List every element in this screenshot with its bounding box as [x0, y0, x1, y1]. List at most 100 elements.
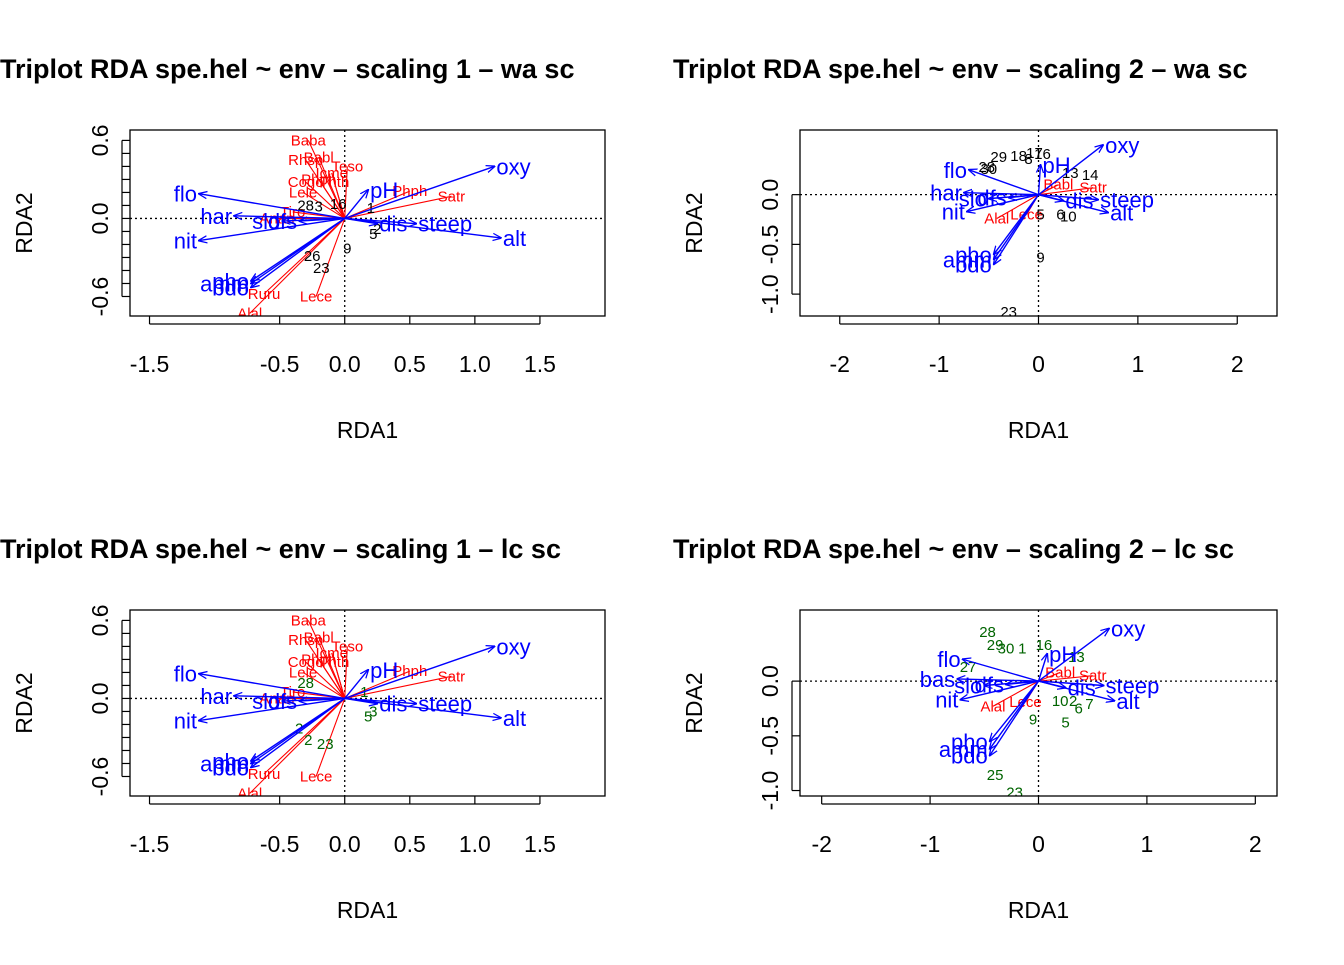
env-arrow — [251, 217, 346, 287]
species-label: Cogo — [288, 654, 324, 671]
env-label: pH — [1042, 153, 1070, 178]
species-label: Icme — [315, 165, 348, 182]
env-label: pH — [1049, 642, 1077, 667]
env-label: slo — [252, 689, 280, 714]
site-label: 2 — [304, 732, 312, 749]
species-label: Phph — [392, 663, 427, 680]
site-label: 9 — [1036, 249, 1044, 266]
env-arrow — [964, 193, 1039, 195]
env-arrow — [1009, 195, 1039, 198]
chart-title: Triplot RDA spe.hel ~ env – scaling 1 – … — [0, 54, 574, 84]
env-label: nit — [174, 709, 197, 734]
x-tick-label: -0.5 — [260, 831, 300, 857]
site-label: 23 — [1000, 304, 1017, 321]
site-label: 3 — [315, 199, 323, 216]
site-label: 30 — [998, 640, 1015, 657]
x-tick-label: 1 — [1131, 351, 1144, 377]
site-label: 23 — [313, 260, 330, 277]
env-label: amm — [939, 737, 988, 762]
species-label: Phph — [301, 651, 336, 668]
env-arrow — [344, 646, 495, 700]
species-label: Babl — [304, 629, 334, 646]
env-label: pH — [370, 178, 398, 203]
env-label: dis — [379, 212, 407, 237]
species-label: Lece — [300, 768, 333, 785]
x-tick-label: 2 — [1249, 831, 1262, 857]
env-label: slo — [954, 673, 982, 698]
y-tick-label: 0.0 — [87, 682, 113, 714]
env-arrow — [299, 218, 345, 221]
chart-title: Triplot RDA spe.hel ~ env – scaling 2 – … — [673, 54, 1247, 84]
env-label: steep — [418, 692, 472, 717]
env-arrow — [1038, 680, 1066, 688]
panel-p2: Triplot RDA spe.hel ~ env – scaling 2 – … — [673, 54, 1278, 443]
species-label: Phph — [392, 183, 427, 200]
species-arrow — [302, 671, 346, 699]
env-arrow — [957, 679, 1039, 681]
env-label: alt — [1110, 201, 1133, 226]
site-label: 14 — [1082, 167, 1099, 184]
x-tick-label: 1.0 — [459, 831, 491, 857]
species-arrow — [1038, 675, 1093, 682]
env-arrow — [344, 217, 417, 223]
env-label: flo — [944, 158, 967, 183]
env-arrow — [1037, 654, 1048, 682]
site-label: 2 — [373, 221, 381, 238]
y-tick-label: 0.6 — [87, 124, 113, 156]
species-arrow — [302, 191, 346, 219]
env-label: dfs — [975, 672, 1004, 697]
env-label: bdo — [955, 252, 992, 277]
x-tick-label: -1 — [920, 831, 940, 857]
env-arrow — [1038, 145, 1104, 196]
y-tick-label: -0.5 — [757, 225, 783, 265]
species-arrow — [992, 680, 1039, 707]
site-label: 5 — [1036, 207, 1044, 224]
species-arrow — [1038, 187, 1094, 196]
species-label: Icme — [315, 645, 348, 662]
y-axis-label: RDA2 — [11, 192, 37, 253]
x-tick-label: -1.5 — [130, 351, 170, 377]
env-label: dfs — [977, 186, 1006, 211]
site-label: 23 — [1006, 785, 1023, 802]
panel-p1: Triplot RDA spe.hel ~ env – scaling 1 – … — [0, 54, 606, 443]
species-arrow — [344, 190, 411, 219]
x-tick-label: 0.5 — [394, 831, 426, 857]
species-label: Teso — [331, 638, 363, 655]
y-axis-label: RDA2 — [681, 672, 707, 733]
env-label: flo — [174, 182, 197, 207]
env-label: bas — [920, 667, 955, 692]
env-label: pho — [212, 749, 249, 774]
env-arrow — [963, 659, 1039, 682]
species-label: Baba — [291, 132, 327, 149]
env-label: bdo — [212, 755, 249, 780]
x-tick-label: -2 — [830, 351, 850, 377]
species-label: Thth — [319, 654, 349, 671]
env-arrow — [344, 166, 495, 220]
env-label: dis — [1065, 189, 1093, 214]
env-label: bdo — [951, 744, 988, 769]
env-label: bdo — [212, 275, 249, 300]
x-axis-label: RDA1 — [337, 897, 398, 923]
env-label: flo — [174, 662, 197, 687]
species-arrow — [315, 218, 346, 297]
env-label: amm — [200, 271, 249, 296]
env-label: pH — [370, 658, 398, 683]
site-label: 28 — [297, 197, 314, 214]
env-label: steep — [1100, 188, 1154, 213]
env-label: pho — [212, 269, 249, 294]
species-arrow — [318, 659, 346, 699]
x-tick-label: 1.5 — [524, 351, 556, 377]
species-arrow — [333, 181, 346, 219]
env-label: oxy — [496, 154, 530, 179]
site-label: 18 — [1010, 148, 1027, 165]
site-label: 5 — [364, 709, 372, 726]
env-label: dfs — [268, 209, 297, 234]
env-arrow — [299, 698, 345, 701]
species-arrow — [318, 179, 346, 219]
species-arrow — [315, 698, 346, 777]
env-label: alt — [1116, 689, 1139, 714]
env-arrow — [199, 674, 345, 700]
env-label: dis — [379, 692, 407, 717]
